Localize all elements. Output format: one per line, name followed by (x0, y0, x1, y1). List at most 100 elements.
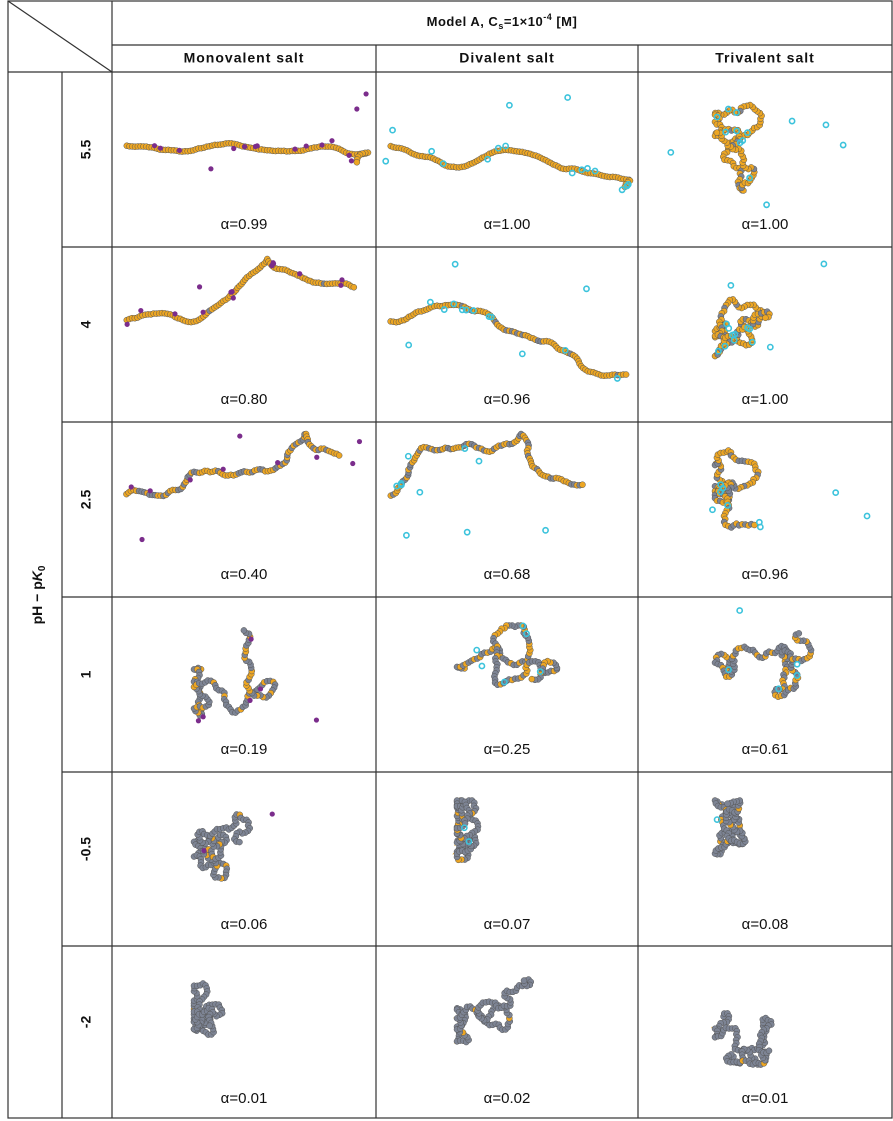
row-label: 1 (78, 670, 94, 678)
counterion (247, 697, 253, 703)
alpha-label: α=0.40 (221, 566, 268, 583)
counterion (319, 142, 325, 148)
counterion (822, 121, 830, 129)
polymer-snapshot (452, 797, 482, 864)
counterion (208, 166, 214, 172)
counterion (755, 518, 763, 526)
counterion (519, 622, 527, 630)
alpha-label: α=0.96 (742, 566, 789, 583)
monomer (713, 129, 721, 136)
alpha-label: α=0.61 (742, 741, 789, 758)
row-label: 5.5 (78, 140, 94, 160)
counterion (736, 139, 744, 147)
counterion (389, 126, 396, 134)
counterion (348, 158, 355, 164)
column-header: Trivalent salt (715, 50, 815, 66)
counterion (793, 672, 801, 679)
counterion (242, 144, 248, 150)
alpha-label: α=1.00 (742, 391, 789, 408)
monomer (579, 481, 586, 488)
counterion (733, 127, 741, 135)
counterion (363, 91, 369, 97)
monomer (240, 627, 248, 634)
polymer-snapshot (709, 447, 871, 531)
counterion (729, 331, 736, 339)
counterion (237, 433, 243, 439)
monomer (520, 977, 528, 984)
counterion (403, 531, 410, 539)
counterion (623, 182, 631, 190)
monomer (622, 371, 630, 378)
counterion (124, 321, 130, 327)
counterion (428, 147, 436, 155)
monomer (795, 630, 803, 637)
counterion (465, 838, 473, 845)
monomer (762, 314, 769, 322)
alpha-label: α=0.06 (221, 916, 268, 933)
monomer (350, 284, 358, 291)
counterion (257, 686, 264, 692)
counterion (748, 338, 756, 346)
counterion (151, 143, 158, 149)
corner-diagonal (7, 0, 113, 73)
counterion (231, 145, 237, 152)
counterion (176, 147, 182, 153)
counterion (200, 714, 206, 720)
counterion (839, 141, 847, 149)
chain-backbone (390, 431, 583, 498)
counterion (736, 607, 744, 614)
counterion (564, 94, 572, 101)
counterion (744, 129, 751, 137)
counterion (709, 506, 716, 514)
counterion (502, 142, 510, 150)
counterion (314, 454, 320, 460)
polymer-snapshot (387, 260, 630, 382)
counterion (820, 260, 828, 268)
counterion (397, 481, 405, 489)
counterion (766, 343, 774, 351)
counterion (346, 152, 352, 158)
alpha-label: α=0.07 (484, 916, 531, 933)
counterion (746, 174, 753, 182)
counterion (724, 105, 732, 113)
alpha-label: α=1.00 (484, 216, 531, 233)
counterion (440, 306, 448, 313)
counterion (405, 341, 413, 349)
table-frame (7, 0, 893, 1119)
counterion (139, 536, 145, 543)
counterion (578, 166, 586, 174)
counterion (228, 289, 234, 295)
polymer-snapshot (453, 622, 561, 689)
alpha-label: α=0.68 (484, 566, 531, 583)
polymer-snapshot (382, 94, 634, 194)
monomer (724, 800, 731, 807)
counterion (329, 138, 335, 144)
counterion (416, 488, 424, 496)
counterion (451, 260, 459, 268)
counterion (863, 512, 871, 520)
counterion (450, 300, 458, 308)
polymer-snapshot (123, 430, 363, 543)
monomer (765, 1047, 773, 1054)
counterion (715, 347, 722, 355)
chain-backbone (390, 303, 627, 378)
counterion (473, 646, 481, 654)
polymer-snapshot (711, 797, 749, 858)
counterion (475, 457, 483, 465)
counterion (613, 375, 621, 382)
alpha-label: α=0.01 (742, 1090, 789, 1107)
counterion (568, 169, 576, 177)
counterion (788, 117, 796, 125)
counterion (138, 307, 144, 314)
counterion (196, 284, 203, 290)
counterion (832, 489, 840, 497)
counterion (147, 488, 153, 494)
alpha-label: α=0.19 (221, 741, 268, 758)
counterion (172, 311, 178, 317)
row-label: -0.5 (78, 837, 94, 861)
counterion (722, 128, 730, 136)
counterion (713, 113, 721, 121)
counterion (485, 313, 493, 321)
monomer (528, 675, 536, 683)
